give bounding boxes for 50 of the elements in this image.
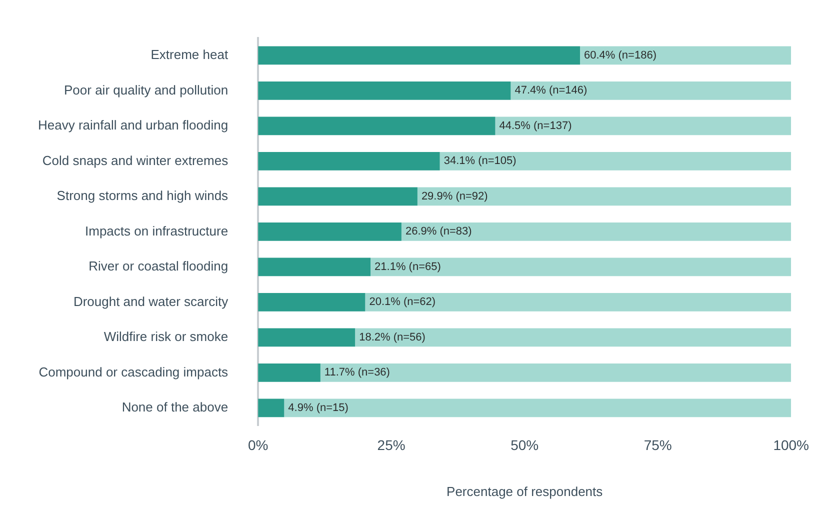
bar: [258, 328, 356, 347]
data-label: 20.1% (n=62): [369, 296, 436, 308]
bar: [417, 187, 792, 206]
y-tick-label: Heavy rainfall and urban flooding: [38, 118, 228, 133]
bar: [365, 293, 792, 312]
bar: [258, 46, 580, 65]
x-tick-label: 100%: [773, 436, 810, 453]
data-label: 4.9% (n=15): [288, 402, 348, 414]
data-label: 34.1% (n=105): [444, 155, 516, 168]
data-label: 29.9% (n=92): [421, 190, 488, 202]
bar: [258, 222, 402, 241]
x-tick-label: 75%: [644, 436, 672, 453]
x-tick-label: 25%: [377, 436, 406, 453]
bar: [495, 116, 792, 136]
bar: [258, 82, 511, 100]
bar: [510, 82, 792, 100]
y-tick-label: Cold snaps and winter extremes: [42, 152, 229, 168]
data-label: 44.5% (n=137): [499, 120, 572, 132]
bar: [440, 152, 792, 170]
y-tick-label: Drought and water scarcity: [73, 294, 229, 309]
x-tick-label: 50%: [510, 436, 539, 453]
bar: [258, 187, 418, 206]
bar: [355, 328, 792, 347]
y-tick-label: Compound or cascading impacts: [38, 364, 229, 380]
bar: [258, 152, 440, 170]
bar: [258, 398, 284, 418]
bar: [370, 258, 792, 276]
y-tick-label: Extreme heat: [150, 47, 228, 62]
x-tick-label: 0%: [248, 436, 268, 453]
data-label: 18.2% (n=56): [359, 331, 426, 344]
bar: [258, 258, 371, 276]
y-tick-label: River or coastal flooding: [88, 258, 228, 274]
data-label: 26.9% (n=83): [405, 226, 472, 238]
data-label: 11.7% (n=36): [324, 366, 390, 379]
bar: [258, 116, 496, 136]
data-label: 60.4% (n=186): [584, 49, 656, 62]
bar: [258, 364, 320, 382]
data-label: 21.1% (n=65): [374, 260, 441, 273]
y-tick-label: Strong storms and high winds: [56, 188, 229, 204]
data-label: 47.4% (n=146): [514, 84, 588, 97]
y-tick-label: Wildfire risk or smoke: [104, 329, 228, 344]
bar: [320, 364, 792, 382]
y-tick-label: Impacts on infrastructure: [85, 223, 228, 238]
bar: [258, 293, 366, 312]
bar: [284, 398, 792, 418]
bar: [401, 222, 792, 241]
y-tick-label: None of the above: [122, 400, 228, 415]
y-tick-label: Poor air quality and pollution: [64, 82, 228, 98]
bar: [580, 46, 792, 65]
x-axis-title: Percentage of respondents: [446, 484, 604, 499]
